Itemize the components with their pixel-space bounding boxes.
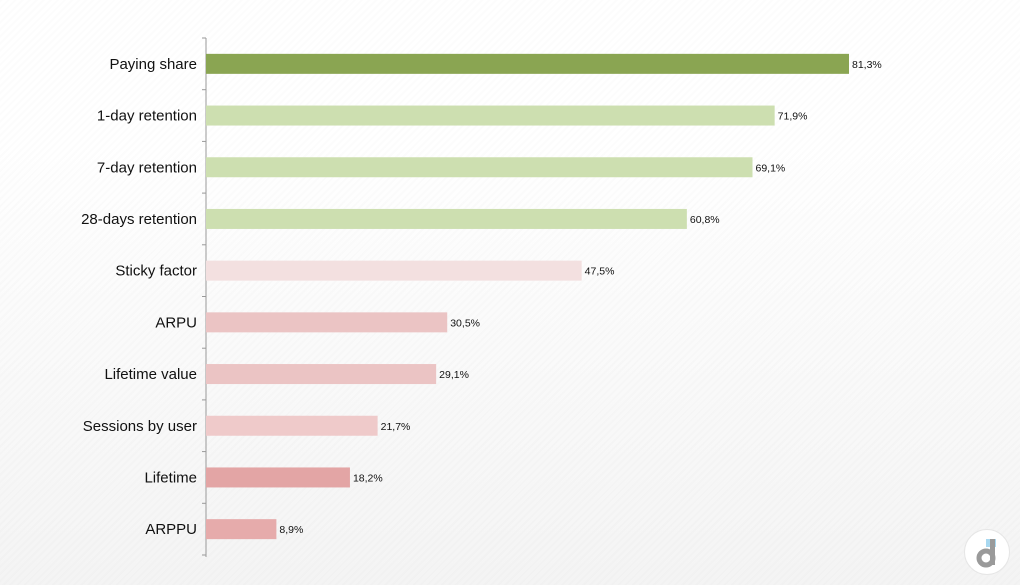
bar	[206, 105, 775, 126]
category-label: ARPPU	[145, 521, 197, 538]
category-label: 28-days retention	[81, 211, 197, 228]
category-label: Paying share	[109, 56, 197, 73]
category-label: Sticky factor	[115, 263, 197, 280]
bar	[206, 467, 350, 488]
data-label: 29,1%	[439, 369, 469, 381]
bar	[206, 53, 849, 74]
data-label: 47,5%	[585, 266, 615, 278]
data-label: 69,1%	[756, 162, 786, 174]
logo-d-icon	[976, 539, 996, 568]
brand-logo	[964, 529, 1010, 575]
bar	[206, 260, 582, 281]
category-label: Sessions by user	[83, 418, 197, 435]
category-label: Lifetime value	[104, 366, 197, 383]
data-label: 8,9%	[279, 524, 303, 536]
bar	[206, 157, 753, 178]
data-label: 30,5%	[450, 317, 480, 329]
data-label: 18,2%	[353, 472, 383, 484]
category-label: 1-day retention	[97, 108, 197, 125]
bar	[206, 364, 437, 385]
data-label: 81,3%	[852, 59, 882, 71]
bar	[206, 519, 277, 540]
data-label: 71,9%	[778, 111, 808, 123]
category-label: ARPU	[155, 314, 197, 331]
category-label: 7-day retention	[97, 159, 197, 176]
bar	[206, 208, 687, 229]
data-label: 60,8%	[690, 214, 720, 226]
data-label: 21,7%	[381, 421, 411, 433]
category-label: Lifetime	[144, 469, 197, 486]
bar	[206, 312, 448, 333]
bar	[206, 415, 378, 436]
